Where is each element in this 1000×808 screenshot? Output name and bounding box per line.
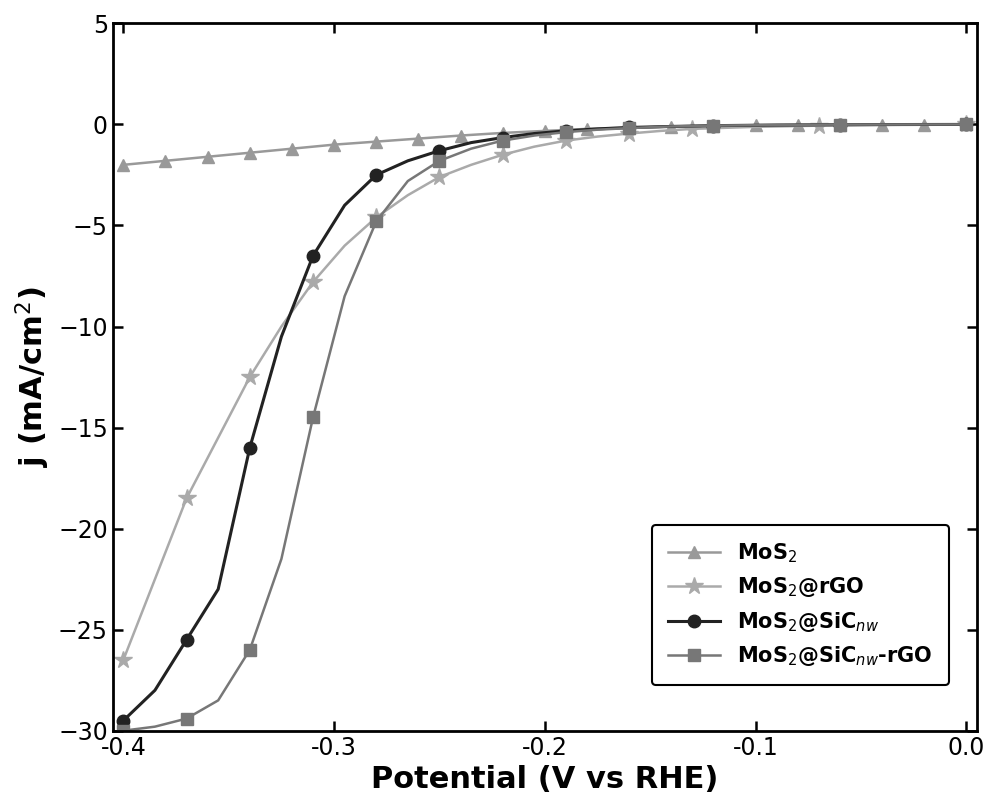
MoS$_2$@rGO — [623, 128, 635, 138]
MoS$_2$@SiC$_{nw}$ — [960, 120, 972, 129]
MoS$_2$@SiC$_{nw}$ — [370, 170, 382, 180]
MoS$_2$@SiC$_{nw}$-rGO — [339, 292, 351, 301]
MoS$_2$@SiC$_{nw}$-rGO — [149, 722, 161, 731]
Line: MoS$_2$@SiC$_{nw}$: MoS$_2$@SiC$_{nw}$ — [117, 118, 973, 727]
MoS$_2$@SiC$_{nw}$-rGO — [592, 125, 604, 135]
MoS$_2$@SiC$_{nw}$-rGO — [307, 413, 319, 423]
MoS$_2$@SiC$_{nw}$-rGO — [707, 121, 719, 131]
MoS$_2$@SiC$_{nw}$ — [528, 128, 540, 138]
MoS$_2$@rGO — [465, 160, 477, 170]
MoS$_2$@SiC$_{nw}$ — [149, 685, 161, 695]
MoS$_2$@SiC$_{nw}$-rGO — [528, 131, 540, 141]
MoS$_2$@SiC$_{nw}$-rGO — [960, 120, 972, 129]
MoS$_2$@SiC$_{nw}$-rGO — [370, 217, 382, 226]
MoS$_2$@SiC$_{nw}$-rGO — [897, 120, 909, 129]
X-axis label: Potential (V vs RHE): Potential (V vs RHE) — [371, 765, 719, 794]
MoS$_2$@SiC$_{nw}$ — [275, 332, 287, 342]
MoS$_2$@SiC$_{nw}$ — [212, 584, 224, 594]
MoS$_2$ — [370, 137, 382, 146]
MoS$_2$ — [244, 148, 256, 158]
MoS$_2$@SiC$_{nw}$ — [623, 123, 635, 133]
MoS$_2$@rGO — [592, 132, 604, 141]
MoS$_2$ — [412, 134, 424, 144]
MoS$_2$ — [455, 131, 467, 141]
MoS$_2$@SiC$_{nw}$-rGO — [402, 176, 414, 186]
MoS$_2$@SiC$_{nw}$ — [117, 716, 129, 726]
MoS$_2$@rGO — [402, 191, 414, 200]
MoS$_2$@rGO — [655, 126, 667, 136]
MoS$_2$@rGO — [876, 120, 888, 130]
MoS$_2$@SiC$_{nw}$ — [497, 133, 509, 142]
MoS$_2$@SiC$_{nw}$-rGO — [497, 136, 509, 145]
MoS$_2$@SiC$_{nw}$-rGO — [834, 120, 846, 129]
MoS$_2$@SiC$_{nw}$-rGO — [465, 144, 477, 154]
MoS$_2$ — [834, 120, 846, 130]
MoS$_2$ — [918, 120, 930, 129]
MoS$_2$@rGO — [686, 124, 698, 134]
MoS$_2$@SiC$_{nw}$-rGO — [433, 156, 445, 166]
MoS$_2$ — [286, 144, 298, 154]
MoS$_2$@SiC$_{nw}$ — [339, 200, 351, 210]
MoS$_2$ — [202, 152, 214, 162]
Line: MoS$_2$@rGO: MoS$_2$@rGO — [114, 116, 975, 669]
MoS$_2$@SiC$_{nw}$-rGO — [275, 554, 287, 564]
MoS$_2$ — [159, 156, 171, 166]
MoS$_2$ — [328, 140, 340, 149]
MoS$_2$@SiC$_{nw}$-rGO — [771, 120, 783, 130]
MoS$_2$@rGO — [212, 433, 224, 443]
MoS$_2$@rGO — [750, 122, 762, 132]
Line: MoS$_2$: MoS$_2$ — [118, 119, 972, 170]
MoS$_2$@SiC$_{nw}$ — [433, 146, 445, 156]
MoS$_2$@SiC$_{nw}$-rGO — [560, 128, 572, 137]
MoS$_2$@SiC$_{nw}$ — [307, 251, 319, 261]
MoS$_2$ — [581, 124, 593, 134]
MoS$_2$ — [623, 123, 635, 133]
MoS$_2$@rGO — [275, 322, 287, 331]
MoS$_2$@rGO — [149, 574, 161, 584]
MoS$_2$@SiC$_{nw}$ — [834, 120, 846, 129]
MoS$_2$@SiC$_{nw}$ — [402, 156, 414, 166]
MoS$_2$ — [117, 160, 129, 170]
MoS$_2$@rGO — [528, 142, 540, 152]
MoS$_2$@SiC$_{nw}$ — [707, 121, 719, 131]
MoS$_2$@rGO — [433, 172, 445, 182]
MoS$_2$@SiC$_{nw}$ — [244, 443, 256, 452]
MoS$_2$@rGO — [813, 121, 825, 131]
Y-axis label: j (mA/cm$^2$): j (mA/cm$^2$) — [14, 287, 52, 467]
MoS$_2$ — [539, 126, 551, 136]
MoS$_2$@rGO — [960, 120, 972, 129]
MoS$_2$ — [960, 120, 972, 129]
MoS$_2$@SiC$_{nw}$-rGO — [623, 124, 635, 133]
MoS$_2$ — [750, 120, 762, 130]
MoS$_2$@rGO — [307, 277, 319, 287]
Legend: MoS$_2$, MoS$_2$@rGO, MoS$_2$@SiC$_{nw}$, MoS$_2$@SiC$_{nw}$-rGO: MoS$_2$, MoS$_2$@rGO, MoS$_2$@SiC$_{nw}$… — [652, 524, 949, 685]
MoS$_2$@SiC$_{nw}$ — [771, 120, 783, 130]
MoS$_2$@rGO — [370, 213, 382, 222]
MoS$_2$@SiC$_{nw}$ — [560, 126, 572, 136]
MoS$_2$ — [497, 128, 509, 138]
MoS$_2$@SiC$_{nw}$ — [181, 635, 193, 645]
MoS$_2$@rGO — [181, 494, 193, 503]
MoS$_2$@SiC$_{nw}$-rGO — [117, 726, 129, 735]
MoS$_2$@SiC$_{nw}$-rGO — [665, 122, 677, 132]
MoS$_2$ — [707, 121, 719, 131]
MoS$_2$@SiC$_{nw}$-rGO — [244, 645, 256, 654]
MoS$_2$@SiC$_{nw}$ — [665, 122, 677, 132]
MoS$_2$@rGO — [117, 655, 129, 665]
MoS$_2$ — [876, 120, 888, 129]
MoS$_2$@SiC$_{nw}$ — [897, 120, 909, 129]
MoS$_2$@rGO — [560, 136, 572, 145]
MoS$_2$ — [792, 120, 804, 130]
Line: MoS$_2$@SiC$_{nw}$-rGO: MoS$_2$@SiC$_{nw}$-rGO — [117, 118, 973, 737]
MoS$_2$@SiC$_{nw}$ — [465, 138, 477, 148]
MoS$_2$@rGO — [244, 372, 256, 382]
MoS$_2$ — [665, 122, 677, 132]
MoS$_2$@SiC$_{nw}$ — [592, 124, 604, 134]
MoS$_2$@SiC$_{nw}$-rGO — [181, 713, 193, 723]
MoS$_2$@rGO — [497, 150, 509, 160]
MoS$_2$@SiC$_{nw}$-rGO — [212, 696, 224, 705]
MoS$_2$@rGO — [339, 241, 351, 250]
